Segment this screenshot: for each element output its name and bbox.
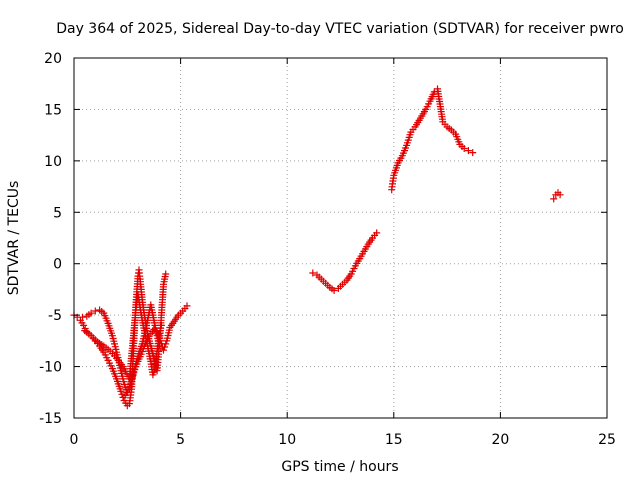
plot-frame: [73, 57, 608, 419]
data-point: [464, 147, 472, 155]
x-tick-label: 0: [70, 432, 79, 448]
y-tick-label: 20: [44, 51, 62, 67]
y-tick-label: 15: [44, 102, 62, 118]
data-point: [91, 307, 99, 315]
series-pwro-track-5: [309, 229, 381, 294]
series-pwro-track-6: [388, 85, 477, 194]
x-tick-label: 20: [491, 432, 509, 448]
data-point: [160, 346, 167, 354]
grid-lines: [74, 58, 607, 418]
data-point: [556, 191, 564, 199]
y-tick-label: 10: [44, 154, 62, 170]
y-tick-label: 5: [53, 205, 62, 221]
data-point: [87, 309, 95, 317]
y-tick-label: -10: [39, 360, 62, 376]
data-point: [80, 321, 88, 329]
data-point: [162, 270, 170, 278]
tick-labels: 0 5 10 15 20 25 -15 -10 -5 0 5 10 15 20: [39, 51, 616, 448]
x-tick-label: 25: [598, 432, 616, 448]
data-point: [162, 340, 170, 348]
series-pwro-track-4: [121, 301, 163, 399]
chart-title: Day 364 of 2025, Sidereal Day-to-day VTE…: [56, 21, 624, 37]
data-point: [550, 195, 558, 203]
data-point: [373, 229, 381, 237]
data-point: [469, 149, 477, 157]
data-point: [183, 302, 191, 310]
x-axis-label: GPS time / hours: [281, 459, 398, 475]
axis-ticks: [73, 57, 608, 419]
data-point: [155, 342, 163, 350]
x-tick-label: 10: [278, 432, 296, 448]
data-point: [161, 343, 169, 351]
y-axis-label: SDTVAR / TECUs: [6, 181, 22, 296]
data-points: [70, 85, 564, 410]
data-point: [330, 287, 338, 294]
data-point: [117, 387, 125, 395]
data-point: [79, 313, 86, 321]
y-tick-label: 0: [53, 257, 62, 273]
data-point: [460, 145, 468, 152]
series-pwro-track-7: [550, 189, 564, 203]
data-point: [157, 321, 165, 329]
series-pwro-track-3: [81, 291, 165, 383]
data-point: [118, 390, 126, 398]
x-tick-label: 15: [385, 432, 403, 448]
y-tick-label: -15: [39, 411, 62, 427]
data-point: [309, 269, 317, 277]
y-tick-label: -5: [48, 308, 62, 324]
x-tick-label: 5: [176, 432, 185, 448]
